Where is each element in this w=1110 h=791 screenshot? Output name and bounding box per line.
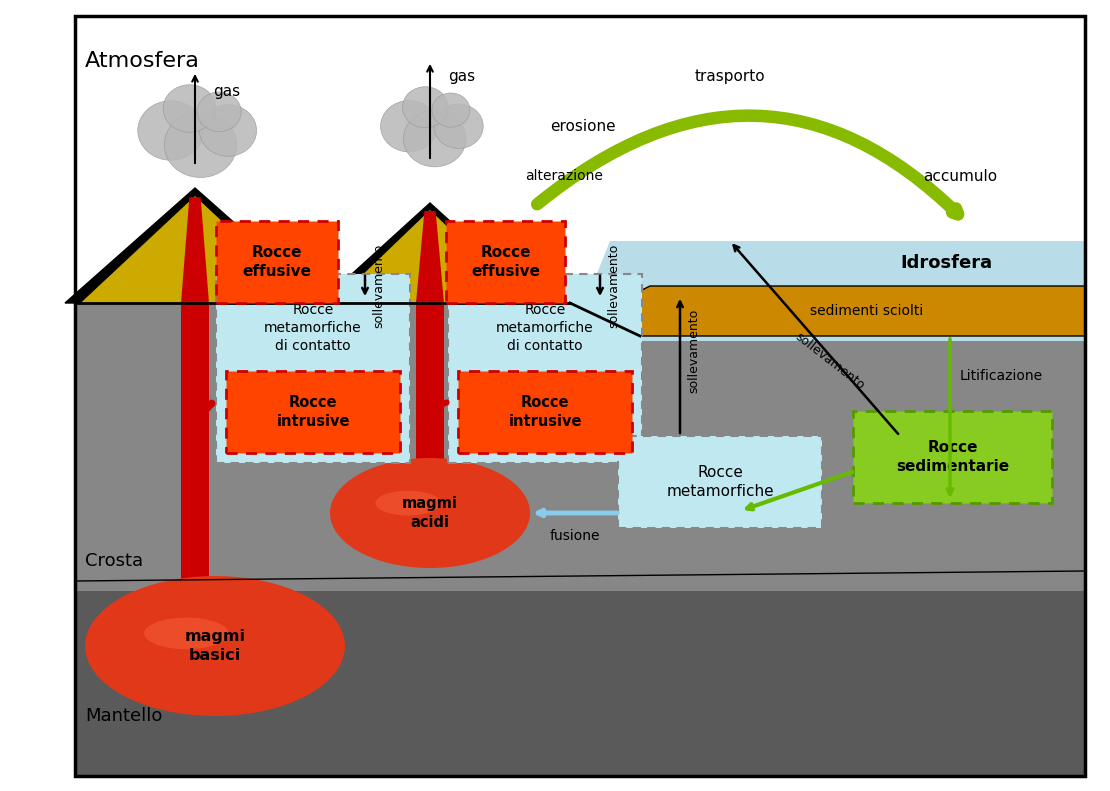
Polygon shape (75, 591, 1084, 776)
Ellipse shape (144, 618, 229, 649)
FancyBboxPatch shape (446, 221, 565, 303)
Text: Rocce
metamorfiche: Rocce metamorfiche (666, 465, 774, 499)
Ellipse shape (164, 112, 236, 177)
FancyBboxPatch shape (216, 221, 339, 303)
Text: trasporto: trasporto (695, 69, 765, 84)
Text: Mantello: Mantello (85, 707, 162, 725)
Polygon shape (81, 196, 310, 303)
Polygon shape (75, 0, 1084, 321)
Ellipse shape (375, 490, 441, 516)
FancyBboxPatch shape (216, 274, 410, 463)
Text: fusione: fusione (549, 529, 601, 543)
Polygon shape (320, 203, 539, 303)
Text: Crosta: Crosta (85, 552, 143, 570)
Ellipse shape (403, 111, 466, 167)
Text: gas: gas (213, 84, 240, 99)
Text: Rocce
intrusive: Rocce intrusive (508, 396, 582, 429)
Polygon shape (333, 210, 527, 303)
Text: Rocce
effusive: Rocce effusive (242, 245, 312, 278)
Text: Idrosfera: Idrosfera (900, 254, 992, 272)
Text: magmi
basici: magmi basici (184, 629, 245, 664)
Ellipse shape (432, 93, 470, 127)
Text: sedimenti sciolti: sedimenti sciolti (810, 304, 924, 318)
Text: Rocce
effusive: Rocce effusive (471, 245, 539, 278)
Polygon shape (181, 303, 209, 641)
FancyBboxPatch shape (852, 411, 1052, 503)
Text: Atmosfera: Atmosfera (85, 51, 200, 71)
Ellipse shape (138, 100, 204, 161)
Text: Rocce
metamorfiche
di contatto: Rocce metamorfiche di contatto (264, 303, 362, 353)
Text: erosione: erosione (549, 119, 616, 134)
FancyBboxPatch shape (618, 436, 823, 528)
Polygon shape (75, 301, 1084, 776)
Text: sollevamento: sollevamento (793, 330, 867, 392)
Text: Rocce
intrusive: Rocce intrusive (276, 396, 350, 429)
FancyBboxPatch shape (226, 371, 400, 453)
Text: Litificazione: Litificazione (960, 369, 1043, 383)
Polygon shape (65, 188, 325, 303)
Polygon shape (601, 286, 1084, 336)
Polygon shape (416, 211, 444, 303)
Text: Rocce
sedimentarie: Rocce sedimentarie (896, 441, 1009, 474)
Text: accumulo: accumulo (922, 168, 997, 184)
Text: magmi
acidi: magmi acidi (402, 496, 458, 531)
Text: sollevamento: sollevamento (687, 308, 700, 393)
Text: sollevamento: sollevamento (607, 244, 620, 328)
Ellipse shape (403, 87, 448, 128)
Polygon shape (181, 197, 209, 303)
Polygon shape (75, 301, 1084, 341)
Text: gas: gas (448, 69, 475, 84)
Ellipse shape (85, 576, 345, 716)
FancyBboxPatch shape (458, 371, 632, 453)
Text: sollevamento: sollevamento (372, 244, 385, 328)
Ellipse shape (163, 85, 216, 132)
FancyBboxPatch shape (448, 274, 642, 463)
Polygon shape (416, 303, 444, 521)
Ellipse shape (198, 92, 241, 131)
Ellipse shape (434, 104, 483, 149)
Ellipse shape (200, 104, 256, 157)
Ellipse shape (381, 100, 437, 152)
Polygon shape (571, 241, 1084, 341)
Text: Rocce
metamorfiche
di contatto: Rocce metamorfiche di contatto (496, 303, 594, 353)
Ellipse shape (330, 458, 529, 568)
Text: alterazione: alterazione (525, 169, 603, 183)
